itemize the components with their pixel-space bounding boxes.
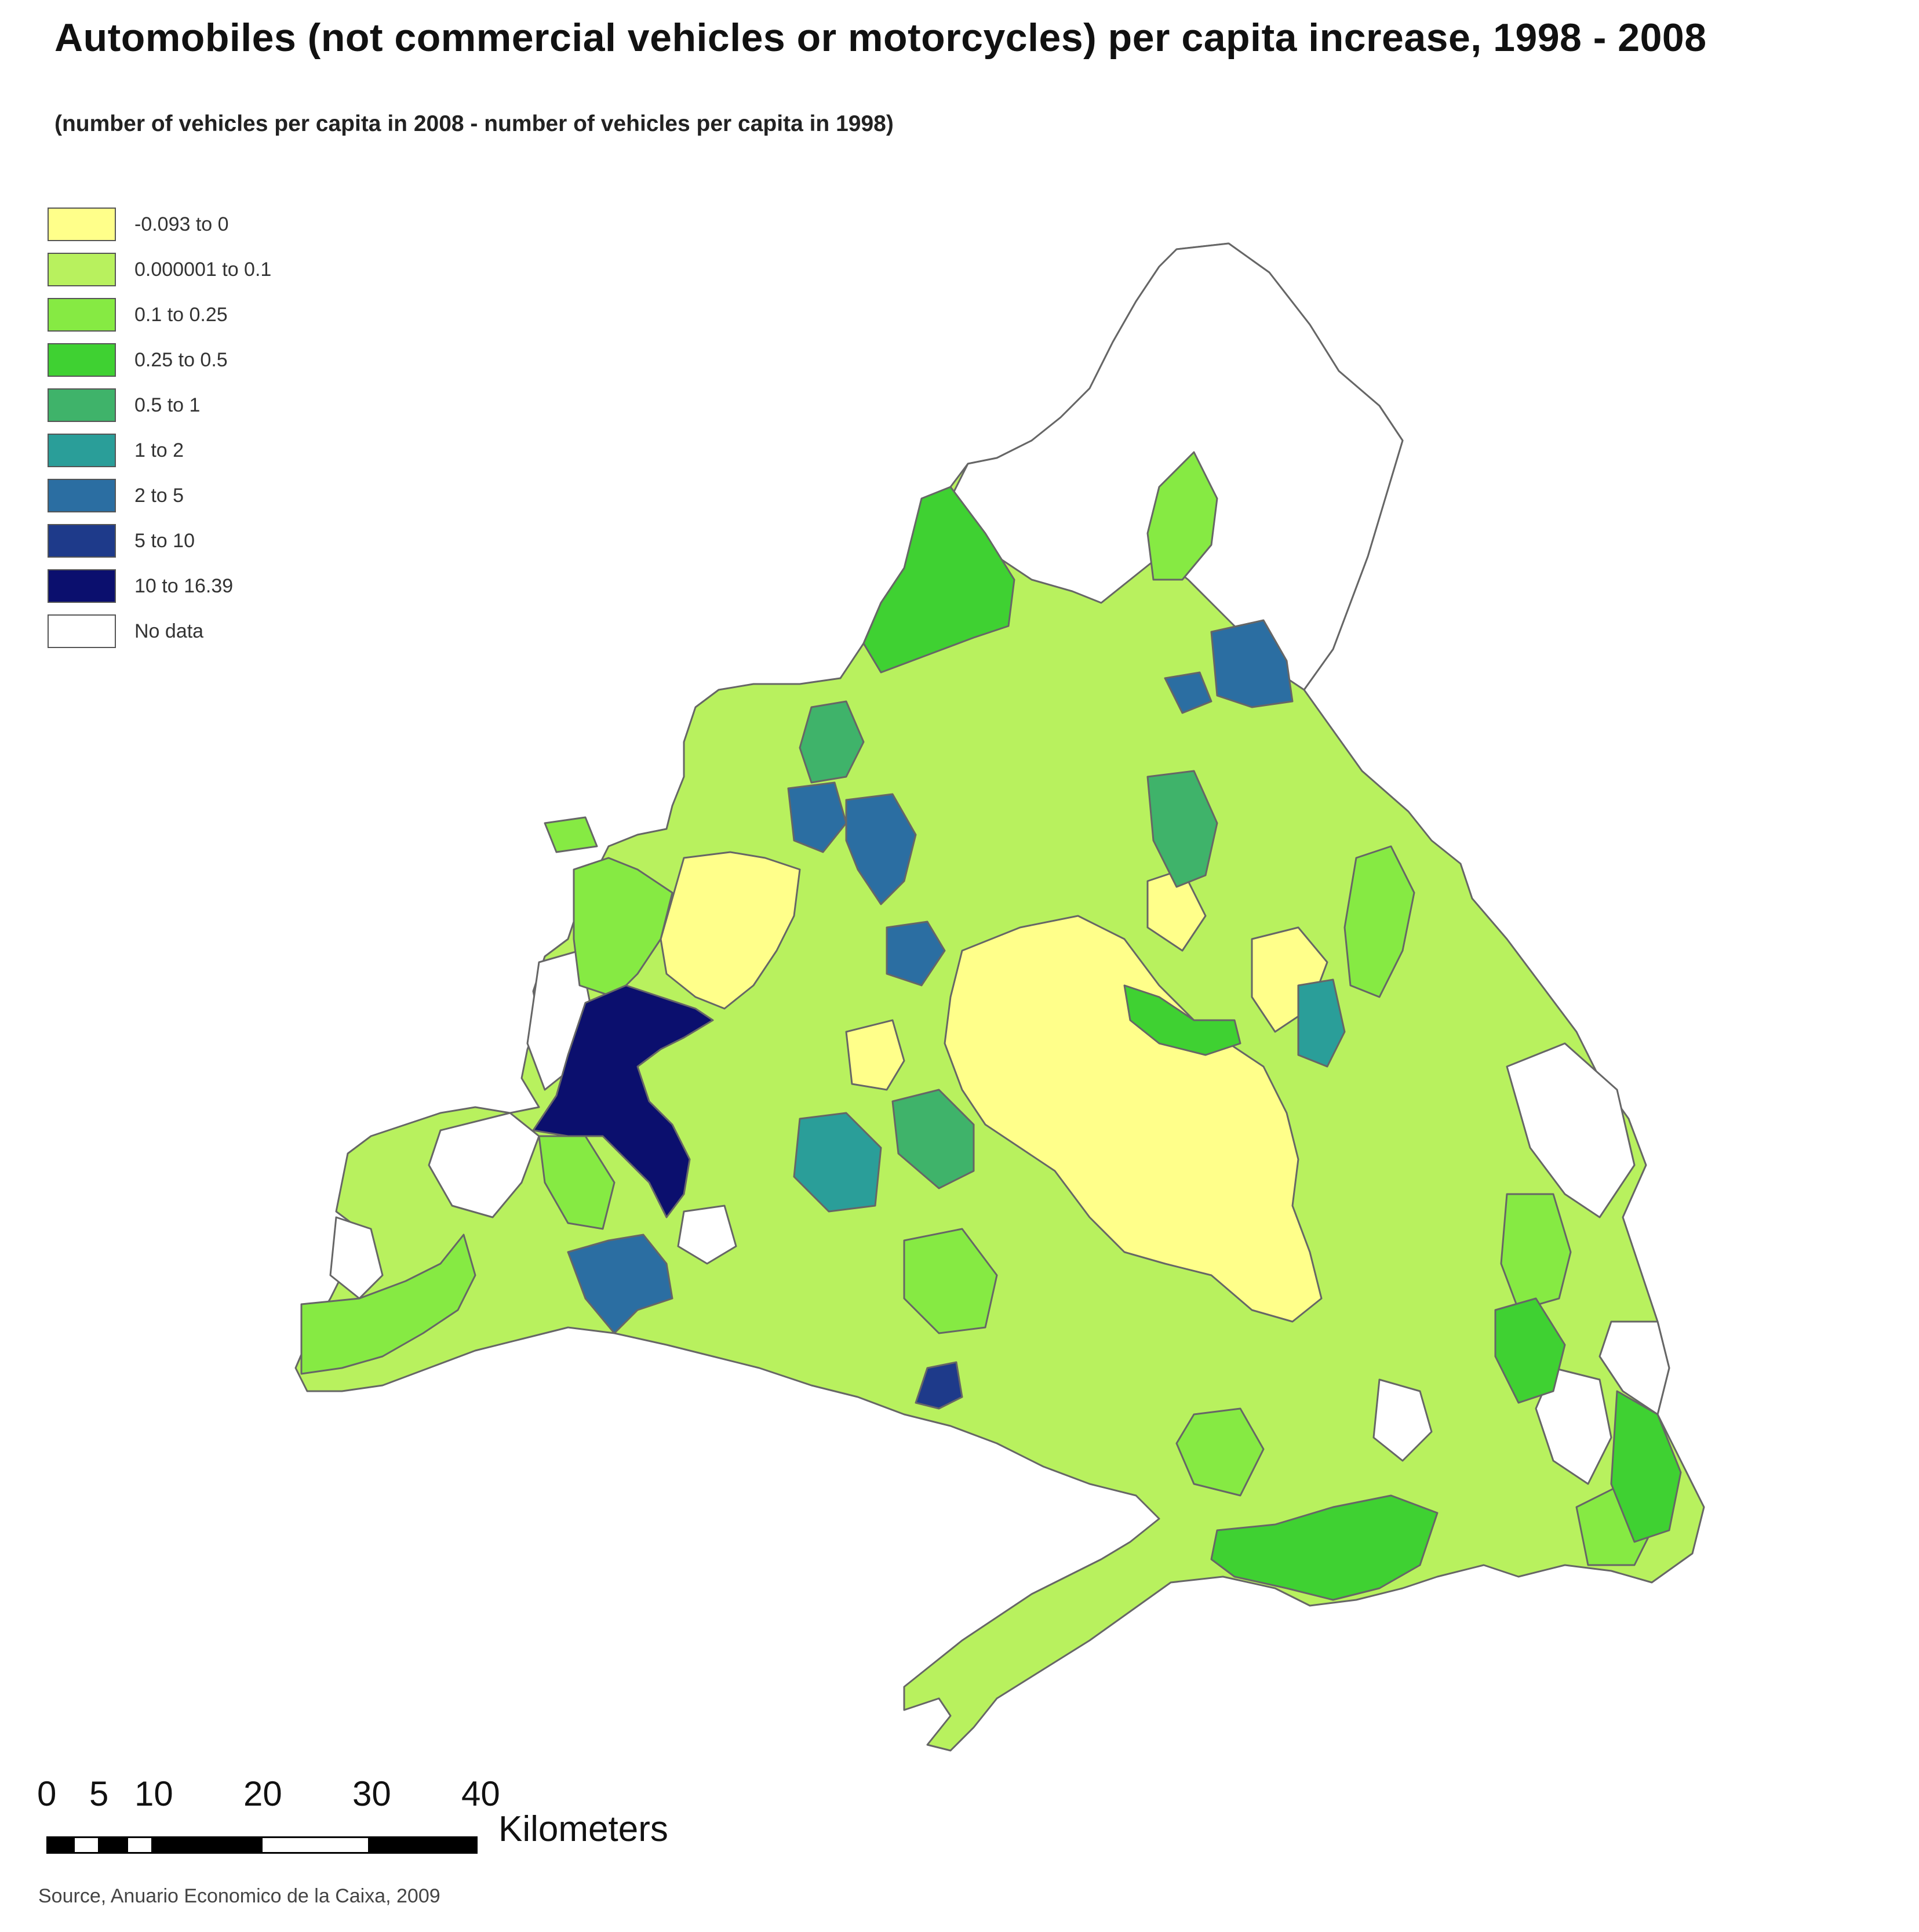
- scale-segment: [100, 1836, 126, 1854]
- scale-tick-20: 20: [243, 1774, 282, 1813]
- region-east-nodata: [1506, 1042, 1636, 1218]
- region-north-forest: [862, 486, 1015, 674]
- region-north-blue: [1210, 619, 1294, 708]
- legend-label: 2 to 5: [134, 485, 184, 507]
- legend-swatch: [48, 388, 116, 422]
- scale-segment: [46, 1836, 73, 1854]
- region-center-band: [1123, 984, 1241, 1056]
- region-mid-south-green: [903, 1228, 998, 1334]
- legend-swatch: [48, 524, 116, 558]
- region-northwest-blue: [787, 781, 847, 853]
- scale-unit-label: Kilometers: [498, 1809, 668, 1849]
- scale-tick-10: 10: [134, 1774, 173, 1813]
- region-mid-teal: [891, 1089, 975, 1189]
- region-southwest-blue: [567, 1234, 673, 1334]
- legend-swatch: [48, 253, 116, 286]
- region-north-blue-small: [1164, 671, 1212, 714]
- legend-swatch: [48, 614, 116, 648]
- region-south-nodata: [1372, 1378, 1433, 1462]
- region-northwest-yellow: [660, 851, 801, 1010]
- legend-label: 0.25 to 0.5: [134, 349, 228, 371]
- scale-segment: [261, 1836, 370, 1854]
- region-northwest-blue2: [845, 793, 917, 905]
- scale-segment: [126, 1836, 153, 1854]
- legend-swatch: [48, 343, 116, 377]
- legend-label: 0.000001 to 0.1: [134, 259, 272, 281]
- legend-swatch: [48, 208, 116, 241]
- region-east2-nodata: [1535, 1367, 1612, 1485]
- region-southeast-band: [1210, 1494, 1439, 1601]
- legend-swatch: [48, 569, 116, 603]
- legend-label: 0.5 to 1: [134, 394, 201, 416]
- scale-bar: 0 5 10 20 30 40 Kilometers: [35, 1774, 730, 1872]
- map-title: Automobiles (not commercial vehicles or …: [54, 16, 1707, 60]
- map-subtitle: (number of vehicles per capita in 2008 -…: [54, 111, 894, 136]
- legend-label: -0.093 to 0: [134, 213, 229, 235]
- legend-swatch: [48, 434, 116, 467]
- region-southeast-green: [1500, 1193, 1572, 1311]
- region-mid-yellow: [845, 1019, 905, 1091]
- region-west-darknavy: [532, 984, 714, 1218]
- scale-segment: [73, 1836, 100, 1854]
- region-west3-nodata: [677, 1205, 737, 1265]
- legend-label: 5 to 10: [134, 530, 195, 552]
- region-east-green: [1343, 845, 1415, 998]
- legend-label: 1 to 2: [134, 439, 184, 461]
- scale-tick-30: 30: [352, 1774, 391, 1813]
- region-northeast-green: [1146, 451, 1218, 581]
- region-central-metro: [944, 915, 1323, 1323]
- scale-tick-5: 5: [89, 1774, 109, 1813]
- source-note: Source, Anuario Economico de la Caixa, 2…: [38, 1885, 440, 1907]
- region-far-east-patch: [1610, 1390, 1682, 1543]
- region-east-cyan: [1297, 978, 1346, 1068]
- scale-segment: [153, 1836, 261, 1854]
- region-west-small-green: [544, 816, 598, 853]
- region-north-central-teal: [1146, 770, 1218, 888]
- legend-swatch: [48, 479, 116, 512]
- region-east-patch: [1494, 1297, 1566, 1404]
- scale-segment: [370, 1836, 478, 1854]
- region-west-green: [573, 857, 673, 998]
- region-mid-north-blue: [886, 920, 946, 987]
- region-sw-nodata: [428, 1112, 540, 1218]
- region-center-west-cyan: [793, 1112, 882, 1213]
- region-south-navy: [915, 1361, 963, 1410]
- region-far-west-green: [300, 1234, 476, 1375]
- legend-label: No data: [134, 620, 204, 642]
- scale-tick-40: 40: [461, 1774, 500, 1813]
- region-northwest-teal: [799, 700, 865, 784]
- legend-label: 0.1 to 0.25: [134, 304, 228, 326]
- scale-tick-0: 0: [37, 1774, 57, 1813]
- region-west-nodata: [329, 1216, 384, 1300]
- legend-swatch: [48, 298, 116, 332]
- region-south-green: [1175, 1407, 1265, 1497]
- legend-label: 10 to 16.39: [134, 575, 234, 597]
